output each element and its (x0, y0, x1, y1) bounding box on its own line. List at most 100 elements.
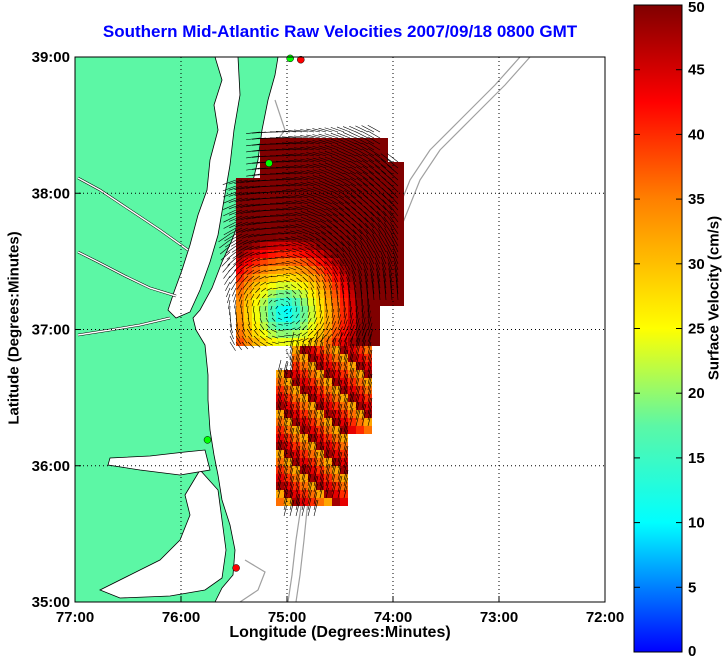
velocity-vector (343, 313, 347, 325)
velocity-cell (332, 226, 340, 234)
velocity-cell (260, 202, 268, 210)
velocity-cell (300, 466, 308, 474)
velocity-cell (332, 338, 340, 346)
velocity-vector (234, 215, 249, 222)
velocity-cell (284, 394, 292, 402)
velocity-cell (348, 386, 356, 394)
velocity-vector (289, 435, 294, 451)
velocity-vector (343, 349, 349, 367)
velocity-vector (320, 273, 327, 283)
velocity-vector (283, 489, 288, 505)
velocity-cell (316, 490, 324, 498)
velocity-vector (283, 481, 289, 499)
velocity-cell (284, 402, 292, 410)
velocity-vector (234, 185, 249, 190)
velocity-vector (319, 389, 324, 403)
velocity-vector (234, 179, 249, 184)
velocity-vector (349, 367, 355, 385)
velocity-vector (392, 245, 399, 259)
velocity-cell (364, 426, 372, 434)
velocity-cell (356, 306, 364, 314)
velocity-vector (277, 391, 283, 409)
velocity-vector (395, 274, 399, 289)
velocity-vector (387, 262, 393, 277)
velocity-vector (282, 142, 297, 145)
velocity-vector (367, 130, 381, 139)
velocity-vector (294, 182, 309, 187)
velocity-cell (300, 170, 308, 178)
velocity-vector (277, 311, 281, 315)
velocity-vector (330, 138, 345, 145)
velocity-vector (369, 199, 381, 211)
velocity-vector (249, 245, 261, 250)
velocity-vector (282, 195, 297, 199)
velocity-vector (271, 317, 276, 322)
velocity-cell (324, 386, 332, 394)
velocity-vector (365, 234, 375, 247)
velocity-vector (367, 373, 371, 385)
velocity-vector (265, 329, 272, 334)
velocity-cell (332, 154, 340, 162)
velocity-vector (266, 239, 279, 241)
velocity-vector (362, 171, 375, 181)
velocity-vector (300, 216, 315, 223)
velocity-vector (296, 235, 309, 241)
velocity-vector (319, 469, 325, 487)
velocity-cell (284, 234, 292, 242)
velocity-cell (284, 474, 292, 482)
velocity-vector (331, 457, 337, 475)
velocity-vector (337, 347, 342, 361)
velocity-cell (308, 426, 316, 434)
velocity-cell (332, 426, 340, 434)
velocity-cell (276, 290, 284, 298)
velocity-vector (296, 277, 303, 283)
velocity-vector (340, 235, 351, 247)
velocity-vector (283, 225, 297, 229)
velocity-vector (263, 299, 267, 305)
velocity-vector (331, 260, 339, 271)
velocity-vector (295, 429, 300, 445)
velocity-cell (332, 458, 340, 466)
velocity-cell (292, 378, 300, 386)
velocity-vector (325, 191, 339, 199)
velocity-vector (277, 323, 283, 326)
velocity-vector (350, 183, 363, 193)
velocity-vector (319, 186, 333, 193)
velocity-vector (307, 345, 312, 361)
velocity-vector (325, 321, 331, 331)
velocity-vector (241, 341, 249, 350)
velocity-vector (312, 151, 327, 157)
velocity-cell (316, 498, 324, 506)
velocity-vector (355, 393, 360, 409)
velocity-vector (327, 237, 339, 247)
velocity-vector (374, 170, 387, 181)
velocity-vector (337, 259, 345, 271)
velocity-vector (246, 191, 261, 195)
velocity-vector (295, 349, 299, 361)
velocity-vector (336, 253, 345, 265)
velocity-vector (294, 217, 309, 223)
velocity-vector (319, 197, 333, 205)
colorbar-tick-label: 20 (688, 385, 705, 402)
velocity-vector (299, 253, 309, 259)
velocity-vector (278, 238, 291, 241)
velocity-vector (253, 335, 260, 342)
velocity-vector (222, 263, 231, 273)
velocity-vector (253, 275, 261, 281)
velocity-cell (308, 362, 316, 370)
velocity-vector (364, 274, 369, 289)
velocity-cell (284, 322, 292, 330)
velocity-vector (313, 403, 317, 415)
velocity-vector (383, 222, 393, 235)
velocity-vector (322, 285, 327, 295)
velocity-vector (246, 197, 261, 201)
velocity-vector (337, 184, 351, 193)
velocity-vector (307, 353, 312, 367)
velocity-vector (306, 152, 321, 157)
velocity-vector (362, 160, 375, 169)
velocity-cell (396, 290, 404, 298)
velocity-vector (246, 137, 261, 141)
velocity-vector (246, 215, 261, 220)
velocity-cell (268, 154, 276, 162)
velocity-cell (236, 306, 244, 314)
